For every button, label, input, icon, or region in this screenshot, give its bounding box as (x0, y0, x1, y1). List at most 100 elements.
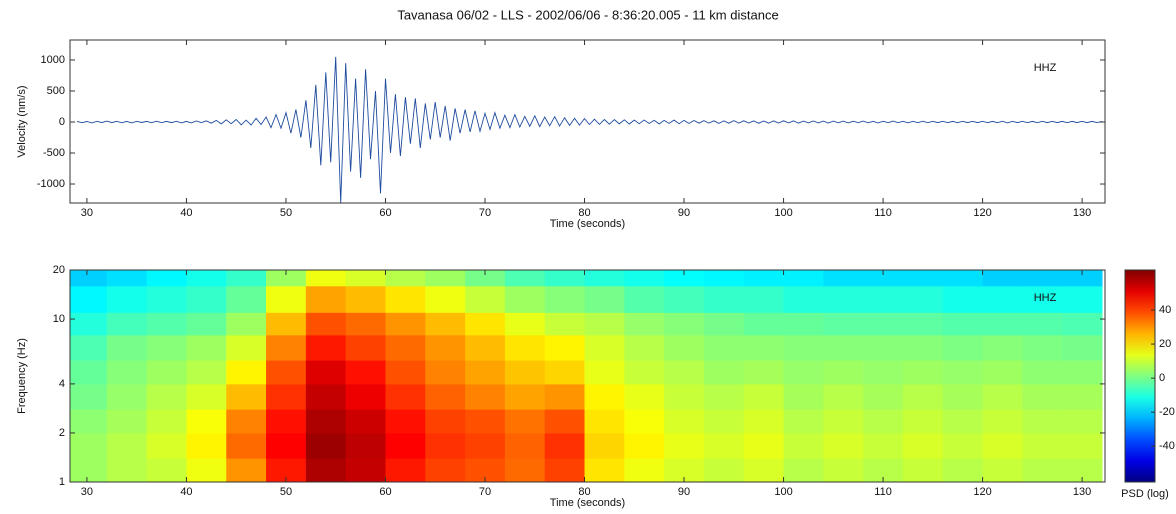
cell (226, 285, 267, 313)
cell (982, 334, 1023, 361)
cell (982, 409, 1023, 434)
y-tick-label: -500 (43, 147, 65, 159)
cell (1022, 432, 1063, 459)
cell (385, 285, 426, 313)
cell (584, 270, 625, 287)
cell (544, 360, 586, 385)
cell (823, 270, 864, 287)
cell (584, 458, 625, 482)
cell (863, 285, 904, 313)
cell (664, 312, 705, 336)
cell (1022, 458, 1063, 482)
cell (385, 409, 426, 434)
cell (544, 312, 586, 336)
x-tick-label: 50 (280, 486, 292, 498)
cell (1022, 312, 1063, 336)
cell (783, 334, 824, 361)
cell (266, 312, 307, 336)
cell (902, 360, 944, 385)
cell (664, 334, 705, 361)
cell (942, 383, 984, 410)
cell (544, 409, 586, 434)
cell (982, 432, 1023, 459)
cell (146, 334, 187, 361)
cell (425, 270, 466, 287)
cell (106, 458, 148, 482)
cell (743, 432, 785, 459)
cell (664, 458, 705, 482)
cell (266, 334, 307, 361)
cell (186, 458, 227, 482)
cell (106, 409, 148, 434)
cell (106, 334, 148, 361)
cell (703, 360, 745, 385)
cell (902, 312, 944, 336)
cell (823, 360, 864, 385)
y-tick-label: 1 (59, 476, 65, 488)
cell (186, 285, 227, 313)
x-axis-label: Time (seconds) (550, 218, 625, 230)
cell (504, 360, 546, 385)
cell (70, 432, 108, 459)
cell (1022, 334, 1063, 361)
cell (186, 334, 227, 361)
cell (584, 409, 625, 434)
cell (226, 334, 267, 361)
cell (783, 285, 824, 313)
cell (902, 458, 944, 482)
y-axis-label: Frequency (Hz) (16, 338, 28, 414)
cell (863, 458, 904, 482)
cell (982, 312, 1023, 336)
cell (544, 383, 586, 410)
cell (504, 334, 546, 361)
cell (345, 360, 386, 385)
cell (1022, 270, 1063, 287)
x-tick-label: 120 (973, 486, 991, 498)
y-tick-label: 4 (59, 378, 65, 390)
cell (942, 458, 984, 482)
plot-frame (69, 269, 1106, 483)
x-tick-label: 120 (973, 207, 991, 219)
waveform (76, 56, 1103, 203)
cell (1062, 383, 1103, 410)
cell (624, 432, 665, 459)
cell (70, 312, 108, 336)
cell (902, 432, 944, 459)
cell (544, 458, 586, 482)
cell (584, 285, 625, 313)
cell (743, 409, 785, 434)
colorbar-tick-label: -20 (1159, 406, 1175, 418)
cell (743, 360, 785, 385)
cell (465, 285, 506, 313)
cell (385, 458, 426, 482)
cell (106, 383, 148, 410)
cell (345, 409, 386, 434)
cell (1062, 285, 1103, 313)
cell (504, 285, 546, 313)
cell (146, 409, 187, 434)
cell (465, 312, 506, 336)
cell (146, 432, 187, 459)
cell (266, 270, 307, 287)
cell (703, 458, 745, 482)
x-tick-label: 30 (81, 207, 93, 219)
cell (106, 285, 148, 313)
chart-title: Tavanasa 06/02 - LLS - 2002/06/06 - 8:36… (397, 7, 778, 22)
cell (1062, 270, 1103, 287)
cell (425, 458, 466, 482)
cell (942, 334, 984, 361)
cell (106, 312, 148, 336)
cell (345, 312, 386, 336)
cell (902, 285, 944, 313)
y-tick-label: 10 (53, 313, 65, 325)
cell (1062, 458, 1103, 482)
cell (982, 360, 1023, 385)
cell (624, 383, 665, 410)
cell (1062, 360, 1103, 385)
cell (863, 270, 904, 287)
cell (823, 334, 864, 361)
y-tick-label: 0 (59, 116, 65, 128)
cell (823, 432, 864, 459)
cell (146, 383, 187, 410)
cell (584, 383, 625, 410)
